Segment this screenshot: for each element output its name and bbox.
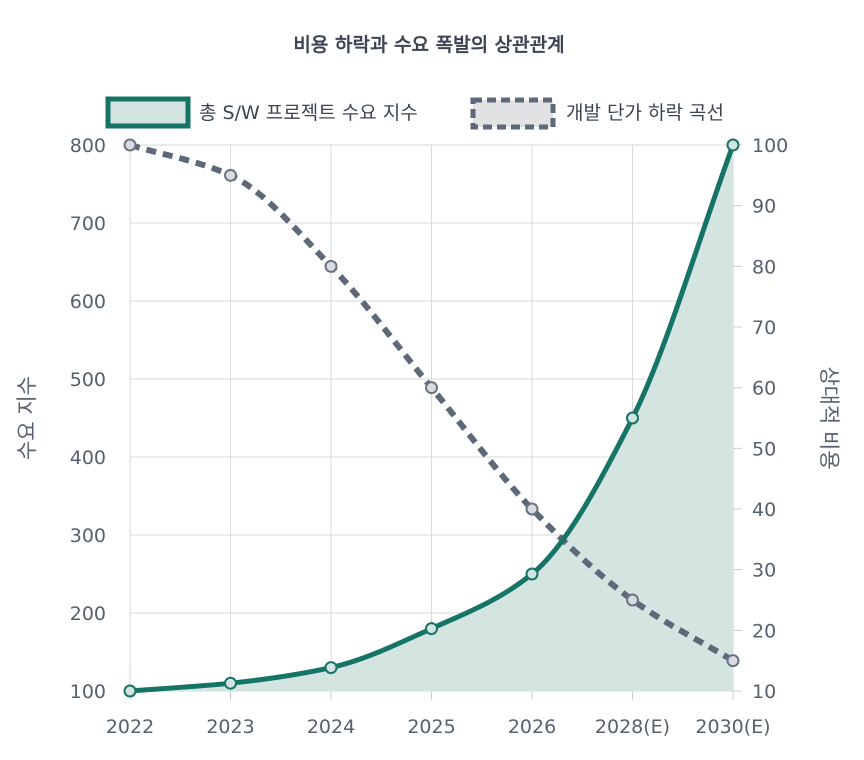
point-cost-2026[interactable] xyxy=(527,504,538,515)
point-demand-2022[interactable] xyxy=(125,686,136,697)
y-right-tick-label: 40 xyxy=(752,499,776,521)
point-cost-2024[interactable] xyxy=(326,261,337,272)
point-cost-2023[interactable] xyxy=(225,170,236,181)
point-demand-2023[interactable] xyxy=(225,678,236,689)
y-right-tick-label: 20 xyxy=(752,620,776,642)
legend: 총 S/W 프로젝트 수요 지수 개발 단가 하락 곡선 xyxy=(108,99,724,127)
y-left-tick-label: 200 xyxy=(70,603,106,625)
x-tick-label: 2024 xyxy=(307,716,355,738)
y-left-tick-label: 100 xyxy=(70,681,106,703)
point-demand-2030(E)[interactable] xyxy=(728,140,739,151)
y-left-tick-label: 500 xyxy=(70,369,106,391)
point-cost-2022[interactable] xyxy=(125,140,136,151)
y-left-tick-label: 700 xyxy=(70,213,106,235)
y-left-tick-label: 400 xyxy=(70,447,106,469)
y-right-tick-label: 80 xyxy=(752,256,776,278)
y-right-tick-label: 30 xyxy=(752,560,776,582)
point-cost-2030(E)[interactable] xyxy=(728,655,739,666)
point-cost-2028(E)[interactable] xyxy=(627,595,638,606)
legend-label-demand[interactable]: 총 S/W 프로젝트 수요 지수 xyxy=(199,102,418,124)
y-left-tick-label: 800 xyxy=(70,135,106,157)
x-tick-label: 2026 xyxy=(508,716,556,738)
legend-swatch-demand[interactable] xyxy=(108,99,188,126)
x-tick-label: 2025 xyxy=(407,716,455,738)
point-demand-2028(E)[interactable] xyxy=(627,413,638,424)
y-left-tick-label: 600 xyxy=(70,291,106,313)
y-right-tick-label: 10 xyxy=(752,681,776,703)
point-cost-2025[interactable] xyxy=(426,382,437,393)
y-right-tick-label: 70 xyxy=(752,317,776,339)
y-left-tick-label: 300 xyxy=(70,525,106,547)
chart-title: 비용 하락과 수요 폭발의 상관관계 xyxy=(293,34,564,56)
point-demand-2026[interactable] xyxy=(527,569,538,580)
y-right-tick-label: 50 xyxy=(752,438,776,460)
y-right-tick-label: 90 xyxy=(752,196,776,218)
x-tick-label: 2028(E) xyxy=(595,716,670,738)
legend-label-cost[interactable]: 개발 단가 하락 곡선 xyxy=(566,102,724,124)
y-right-tick-label: 60 xyxy=(752,378,776,400)
x-tick-label: 2030(E) xyxy=(695,716,770,738)
point-demand-2024[interactable] xyxy=(326,662,337,673)
x-tick-label: 2023 xyxy=(206,716,254,738)
point-demand-2025[interactable] xyxy=(426,623,437,634)
y-right-axis-title: 상대적 비용 xyxy=(817,366,841,469)
y-right-tick-label: 100 xyxy=(752,135,788,157)
legend-swatch-cost[interactable] xyxy=(473,100,553,127)
chart: 비용 하락과 수요 폭발의 상관관계 총 S/W 프로젝트 수요 지수 개발 단… xyxy=(0,0,864,760)
x-tick-label: 2022 xyxy=(106,716,154,738)
y-left-axis-title: 수요 지수 xyxy=(15,376,39,460)
